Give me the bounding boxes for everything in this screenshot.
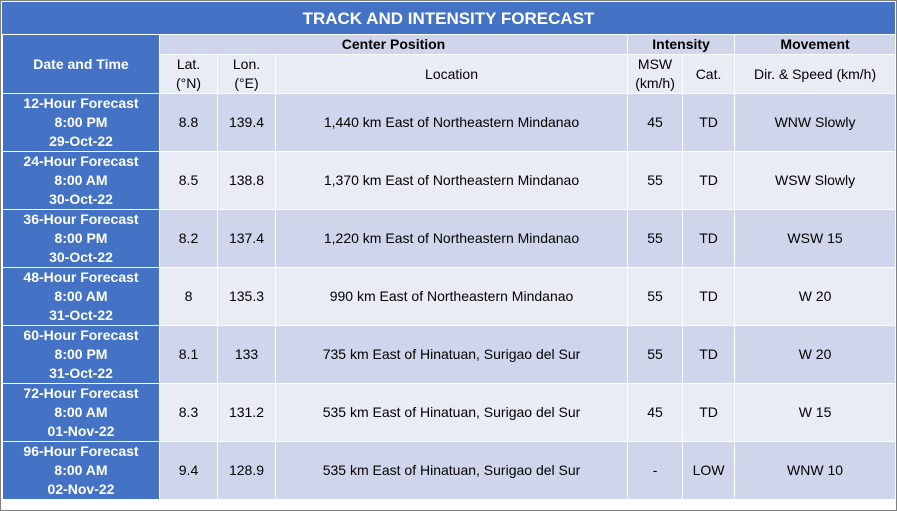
date-time-period: 12-Hour Forecast — [23, 95, 139, 111]
cell-msw: 55 — [627, 209, 684, 268]
table-row: 12-Hour Forecast 8:00 PM 29-Oct-22 8.8 139.4… — [2, 93, 897, 152]
cell-movement: W 20 — [734, 325, 897, 384]
cell-lat: 9.4 — [159, 441, 218, 500]
date-time-period: 72-Hour Forecast — [23, 385, 139, 401]
date-time-period: 24-Hour Forecast — [23, 153, 139, 169]
date-time-period: 36-Hour Forecast — [23, 211, 139, 227]
cell-lat: 8.1 — [159, 325, 218, 384]
cell-msw: 55 — [627, 151, 684, 210]
cell-msw: 45 — [627, 383, 684, 442]
cell-lon: 137.4 — [217, 209, 276, 268]
cell-cat: TD — [682, 93, 736, 152]
header-msw: MSW (km/h) — [627, 54, 684, 94]
header-center-position: Center Position — [158, 34, 629, 55]
cell-lat: 8.8 — [159, 93, 218, 152]
forecast-table: Date and Time Center Position Intensity … — [2, 34, 897, 500]
cell-lat: 8.3 — [159, 383, 218, 442]
cell-cat: TD — [682, 383, 736, 442]
header-lat: Lat. (°N) — [159, 54, 218, 94]
cell-lat: 8.2 — [159, 209, 218, 268]
cell-lon: 131.2 — [217, 383, 276, 442]
cell-cat: TD — [682, 151, 736, 210]
table-row: 24-Hour Forecast 8:00 AM 30-Oct-22 8.5 138.8… — [2, 151, 897, 210]
cell-date-time: 12-Hour Forecast 8:00 PM 29-Oct-22 — [2, 93, 160, 152]
header-lon: Lon. (°E) — [217, 54, 276, 94]
header-intensity: Intensity — [627, 34, 736, 55]
cell-cat: TD — [682, 267, 736, 326]
cell-location: 990 km East of Northeastern Mindanao — [274, 267, 629, 326]
cell-msw: 55 — [627, 325, 684, 384]
cell-lon: 138.8 — [217, 151, 276, 210]
cell-msw: - — [627, 441, 684, 500]
table-row: 48-Hour Forecast 8:00 AM 31-Oct-22 8 135.3 99… — [2, 267, 897, 326]
cell-location: 735 km East of Hinatuan, Surigao del Sur — [274, 325, 629, 384]
date-time-time: 8:00 PM — [54, 114, 108, 130]
cell-movement: W 15 — [734, 383, 897, 442]
date-time-date: 31-Oct-22 — [49, 365, 113, 381]
date-time-time: 8:00 AM — [54, 404, 108, 420]
cell-movement: WSW Slowly — [734, 151, 897, 210]
cell-msw: 45 — [627, 93, 684, 152]
header-movement: Movement — [734, 34, 897, 55]
header-dir-speed: Dir. & Speed (km/h) — [734, 54, 897, 94]
date-time-time: 8:00 PM — [54, 230, 108, 246]
cell-date-time: 96-Hour Forecast 8:00 AM 02-Nov-22 — [2, 441, 160, 500]
cell-msw: 55 — [627, 267, 684, 326]
date-time-time: 8:00 AM — [54, 172, 108, 188]
header-lon-line1: Lon. — [232, 56, 261, 72]
header-lat-line1: Lat. — [176, 56, 201, 72]
cell-location: 535 km East of Hinatuan, Surigao del Sur — [274, 383, 629, 442]
cell-location: 1,440 km East of Northeastern Mindanao — [274, 93, 629, 152]
table-header: Date and Time Center Position Intensity … — [2, 34, 897, 94]
cell-date-time: 72-Hour Forecast 8:00 AM 01-Nov-22 — [2, 383, 160, 442]
date-time-period: 48-Hour Forecast — [23, 269, 139, 285]
cell-location: 535 km East of Hinatuan, Surigao del Sur — [274, 441, 629, 500]
table-row: 72-Hour Forecast 8:00 AM 01-Nov-22 8.3 131.2… — [2, 383, 897, 442]
cell-movement: WNW 10 — [734, 441, 897, 500]
cell-lon: 133 — [217, 325, 276, 384]
cell-lat: 8 — [159, 267, 218, 326]
header-msw-line1: MSW — [637, 56, 673, 72]
date-time-time: 8:00 PM — [54, 346, 108, 362]
header-lon-line2: (°E) — [234, 75, 259, 91]
table-row: 96-Hour Forecast 8:00 AM 02-Nov-22 9.4 128.9… — [2, 441, 897, 500]
cell-date-time: 60-Hour Forecast 8:00 PM 31-Oct-22 — [2, 325, 160, 384]
date-time-date: 29-Oct-22 — [49, 133, 113, 149]
date-time-date: 30-Oct-22 — [49, 191, 113, 207]
date-time-date: 01-Nov-22 — [47, 423, 115, 439]
header-date-time: Date and Time — [2, 34, 160, 94]
date-time-date: 30-Oct-22 — [49, 249, 113, 265]
cell-lon: 135.3 — [217, 267, 276, 326]
table-title: TRACK AND INTENSITY FORECAST — [2, 2, 895, 34]
cell-lon: 139.4 — [217, 93, 276, 152]
cell-movement: WNW Slowly — [734, 93, 897, 152]
cell-date-time: 24-Hour Forecast 8:00 AM 30-Oct-22 — [2, 151, 160, 210]
cell-location: 1,220 km East of Northeastern Mindanao — [274, 209, 629, 268]
cell-cat: LOW — [682, 441, 736, 500]
table-row: 36-Hour Forecast 8:00 PM 30-Oct-22 8.2 137.4… — [2, 209, 897, 268]
cell-location: 1,370 km East of Northeastern Mindanao — [274, 151, 629, 210]
date-time-date: 31-Oct-22 — [49, 307, 113, 323]
header-lat-line2: (°N) — [175, 75, 202, 91]
cell-date-time: 36-Hour Forecast 8:00 PM 30-Oct-22 — [2, 209, 160, 268]
date-time-period: 60-Hour Forecast — [23, 327, 139, 343]
table-body: 12-Hour Forecast 8:00 PM 29-Oct-22 8.8 139.4… — [2, 93, 897, 500]
header-location: Location — [274, 54, 629, 94]
cell-date-time: 48-Hour Forecast 8:00 AM 31-Oct-22 — [2, 267, 160, 326]
header-cat: Cat. — [682, 54, 736, 94]
cell-cat: TD — [682, 325, 736, 384]
date-time-date: 02-Nov-22 — [47, 481, 115, 497]
date-time-period: 96-Hour Forecast — [23, 443, 139, 459]
cell-lon: 128.9 — [217, 441, 276, 500]
cell-movement: WSW 15 — [734, 209, 897, 268]
header-msw-line2: (km/h) — [635, 75, 675, 91]
date-time-time: 8:00 AM — [54, 462, 108, 478]
cell-lat: 8.5 — [159, 151, 218, 210]
cell-cat: TD — [682, 209, 736, 268]
table-row: 60-Hour Forecast 8:00 PM 31-Oct-22 8.1 133 73… — [2, 325, 897, 384]
date-time-time: 8:00 AM — [54, 288, 108, 304]
cell-movement: W 20 — [734, 267, 897, 326]
